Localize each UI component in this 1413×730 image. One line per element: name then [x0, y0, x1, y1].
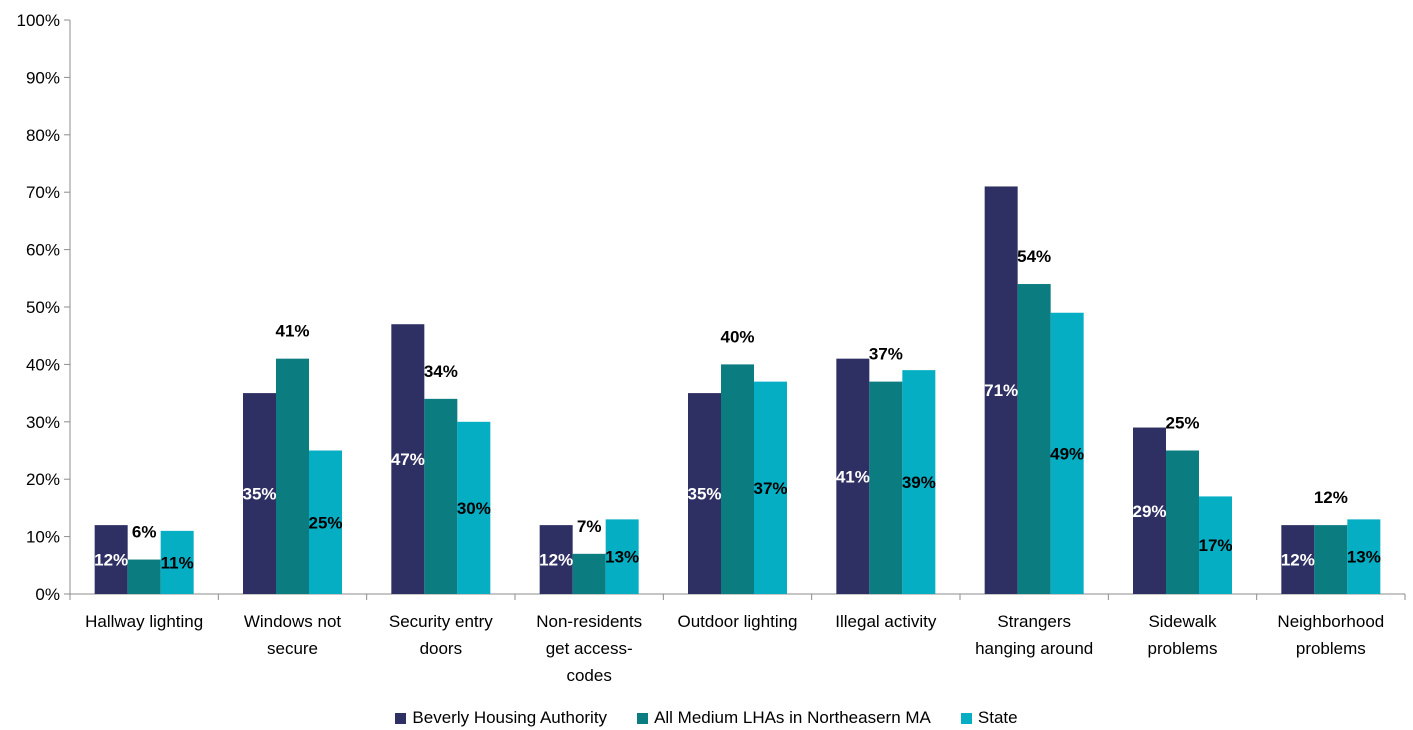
- data-label: 39%: [902, 473, 936, 492]
- bar: [1281, 525, 1315, 594]
- data-label: 12%: [1281, 551, 1315, 570]
- x-tick-label: Illegal activity: [835, 612, 937, 631]
- data-label: 47%: [391, 450, 425, 469]
- y-tick-label: 70%: [26, 183, 60, 202]
- data-label: 37%: [753, 479, 787, 498]
- bar: [869, 381, 903, 594]
- x-tick-label: Hallway lighting: [85, 612, 203, 631]
- y-tick-label: 30%: [26, 413, 60, 432]
- bar-chart: 0%10%20%30%40%50%60%70%80%90%100%12%6%11…: [17, 11, 1406, 685]
- data-label: 25%: [1165, 414, 1199, 433]
- data-label: 30%: [457, 499, 491, 518]
- x-tick-label: hanging around: [975, 639, 1093, 658]
- bar: [1199, 496, 1232, 594]
- y-tick-label: 20%: [26, 470, 60, 489]
- data-label: 11%: [161, 553, 194, 572]
- bar: [1050, 312, 1084, 594]
- y-tick-label: 80%: [26, 126, 60, 145]
- x-tick-label: codes: [566, 666, 611, 685]
- bar: [836, 358, 870, 594]
- x-tick-label: Windows not: [244, 612, 342, 631]
- bar: [1166, 450, 1199, 594]
- legend-item: Beverly Housing Authority: [395, 708, 607, 728]
- y-tick-label: 40%: [26, 355, 60, 374]
- data-label: 12%: [539, 551, 573, 570]
- bar: [127, 559, 161, 594]
- bar: [457, 421, 491, 594]
- x-tick-label: problems: [1148, 639, 1218, 658]
- bar: [721, 364, 754, 594]
- data-label: 13%: [1347, 548, 1381, 567]
- y-tick-label: 0%: [35, 585, 60, 604]
- y-tick-label: 100%: [17, 11, 60, 30]
- bar: [160, 530, 194, 594]
- legend-item: All Medium LHAs in Northeasern MA: [637, 708, 931, 728]
- x-tick-label: Outdoor lighting: [677, 612, 797, 631]
- y-tick-label: 90%: [26, 68, 60, 87]
- data-label: 71%: [984, 381, 1018, 400]
- data-label: 40%: [720, 327, 754, 346]
- bar: [243, 393, 276, 594]
- bar: [605, 519, 639, 594]
- data-label: 54%: [1017, 247, 1051, 266]
- data-label: 37%: [869, 345, 903, 364]
- legend-swatch: [637, 712, 649, 724]
- legend-item: State: [960, 708, 1018, 728]
- bar: [984, 186, 1018, 594]
- bar: [94, 525, 128, 594]
- data-label: 34%: [424, 362, 458, 381]
- x-tick-label: Sidewalk: [1148, 612, 1217, 631]
- x-tick-label: Neighborhood: [1277, 612, 1384, 631]
- x-tick-label: get access-: [546, 639, 633, 658]
- data-label: 6%: [132, 523, 157, 542]
- legend-swatch: [960, 712, 972, 724]
- data-label: 41%: [275, 322, 309, 341]
- data-label: 49%: [1050, 444, 1084, 463]
- bar: [1314, 525, 1348, 594]
- bar: [902, 370, 936, 594]
- data-label: 12%: [1314, 488, 1348, 507]
- data-label: 17%: [1198, 536, 1232, 555]
- bar: [309, 450, 342, 594]
- x-tick-label: problems: [1296, 639, 1366, 658]
- y-tick-label: 10%: [26, 528, 60, 547]
- y-tick-label: 50%: [26, 298, 60, 317]
- x-tick-label: secure: [267, 639, 318, 658]
- legend-label: State: [977, 708, 1018, 727]
- bar: [539, 525, 573, 594]
- bar: [276, 358, 309, 594]
- x-tick-label: Security entry: [389, 612, 493, 631]
- bar: [688, 393, 721, 594]
- bar: [424, 398, 458, 594]
- legend-swatch: [395, 712, 407, 724]
- legend: Beverly Housing Authority All Medium LHAs…: [0, 708, 1413, 728]
- legend-label: All Medium LHAs in Northeasern MA: [654, 708, 931, 727]
- data-label: 13%: [605, 548, 639, 567]
- legend-label: Beverly Housing Authority: [412, 708, 608, 727]
- bar: [1133, 427, 1166, 594]
- data-label: 12%: [94, 551, 128, 570]
- data-label: 41%: [836, 467, 870, 486]
- data-label: 25%: [308, 513, 342, 532]
- data-label: 35%: [242, 485, 276, 504]
- x-tick-label: Non-residents: [536, 612, 642, 631]
- bar: [1347, 519, 1381, 594]
- bar: [1017, 284, 1051, 594]
- bar: [572, 553, 606, 594]
- x-tick-label: Strangers: [997, 612, 1071, 631]
- data-label: 35%: [687, 485, 721, 504]
- x-tick-label: doors: [420, 639, 463, 658]
- y-tick-label: 60%: [26, 241, 60, 260]
- data-label: 29%: [1132, 502, 1166, 521]
- bar: [391, 324, 425, 594]
- bar: [754, 381, 787, 594]
- data-label: 7%: [577, 517, 602, 536]
